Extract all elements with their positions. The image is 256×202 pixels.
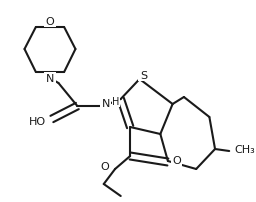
Text: N: N: [46, 74, 54, 84]
Text: CH₃: CH₃: [234, 144, 255, 154]
Text: N: N: [101, 99, 110, 108]
Text: HO: HO: [29, 116, 46, 126]
Text: H: H: [112, 97, 120, 106]
Text: O: O: [46, 17, 54, 27]
Text: O: O: [100, 161, 109, 171]
Text: S: S: [140, 71, 147, 81]
Text: O: O: [172, 155, 181, 165]
